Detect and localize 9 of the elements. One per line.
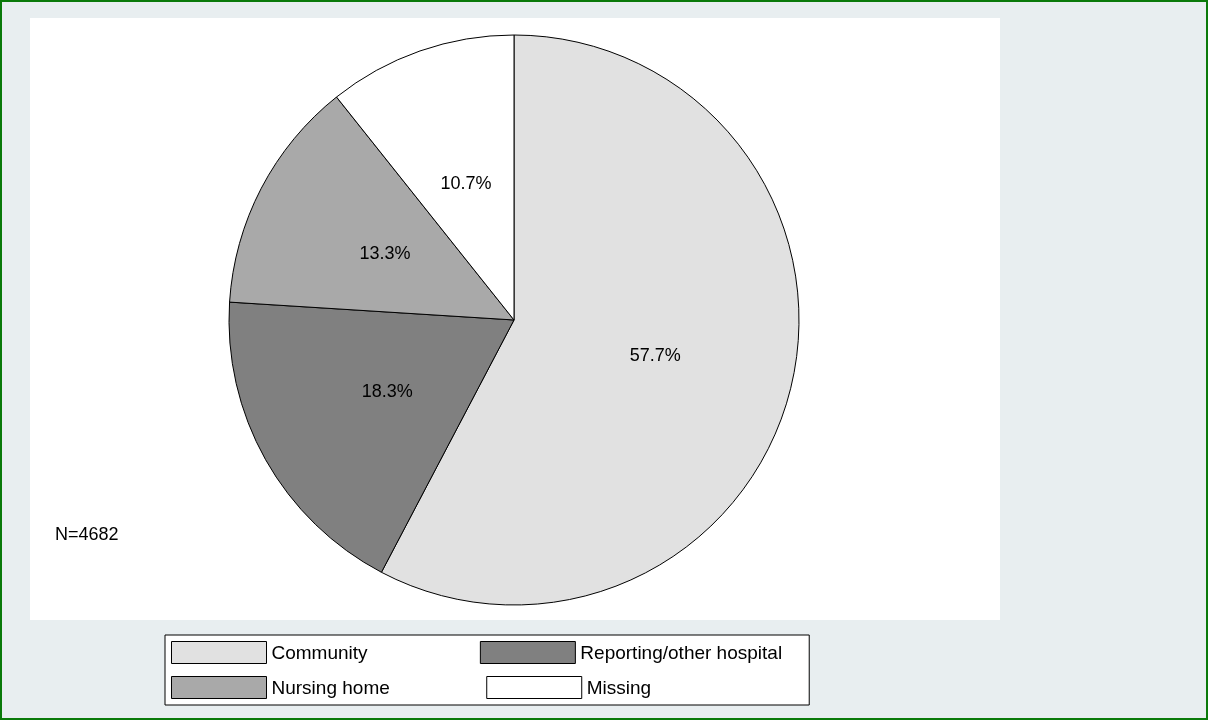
data-label: 18.3% <box>361 381 413 402</box>
legend-label: Missing <box>586 677 762 698</box>
legend-label: Nursing home <box>271 677 475 698</box>
legend-label: Community <box>271 642 468 663</box>
legend-label: Reporting/other hospital <box>580 642 804 663</box>
data-label: 57.7% <box>629 344 681 365</box>
data-label: 13.3% <box>359 242 411 263</box>
text: N=4682 <box>55 524 119 544</box>
data-label: 10.7% <box>440 172 492 193</box>
